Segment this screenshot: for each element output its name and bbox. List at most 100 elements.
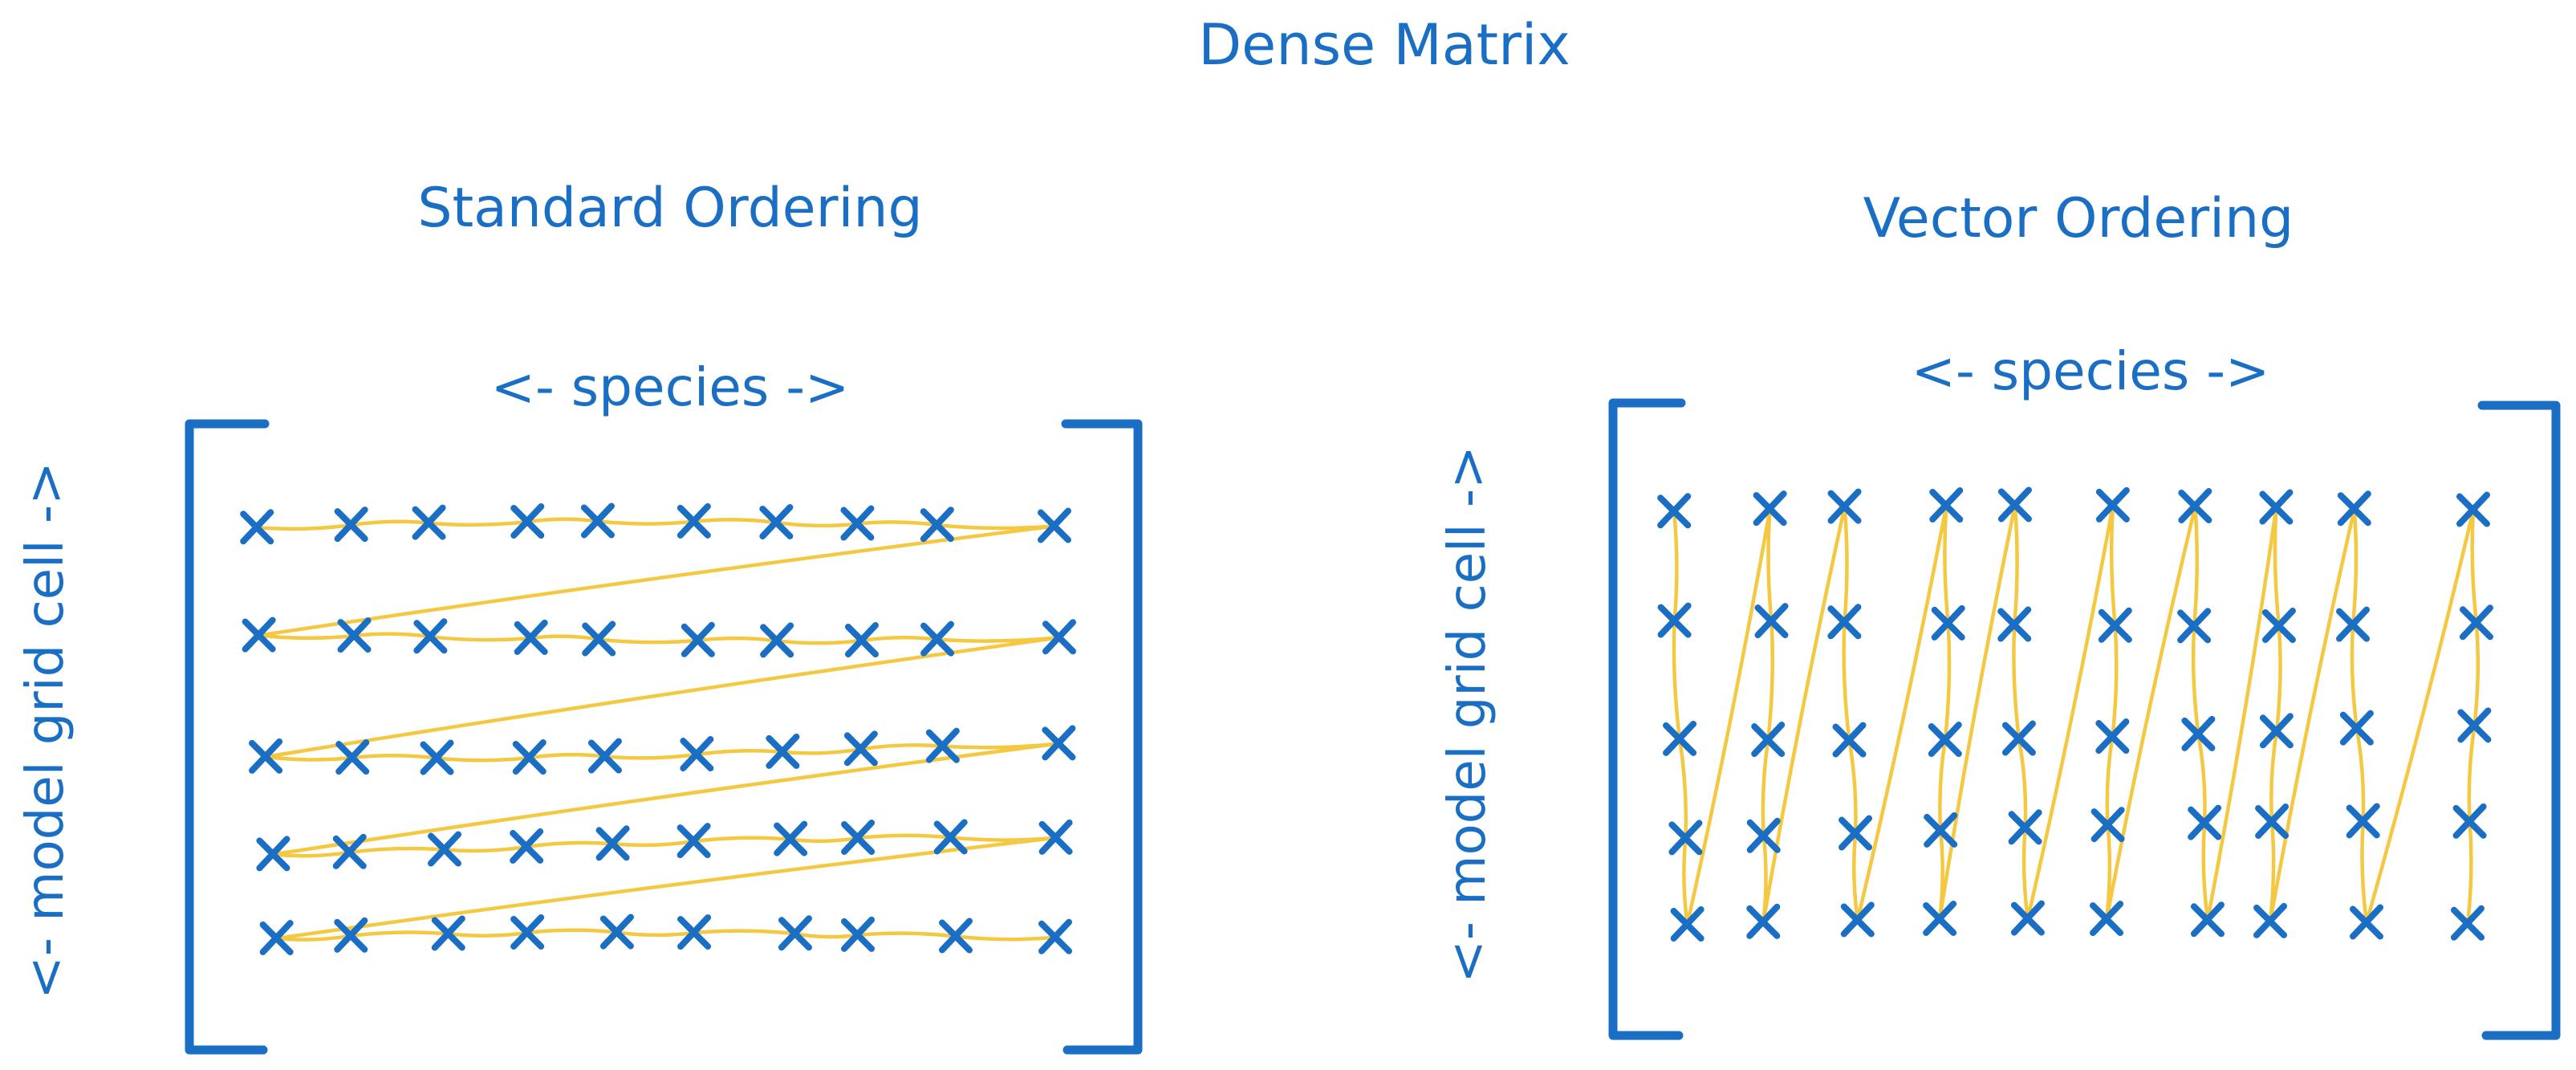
matrix-entry-x-mark	[2090, 807, 2125, 843]
matrix-entry-x-mark	[510, 503, 545, 539]
matrix-entry-x-mark	[2456, 491, 2490, 527]
vector-ordering-path	[1672, 503, 2481, 927]
matrix-entry-x-mark	[2259, 489, 2294, 525]
matrix-entry-x-mark	[1928, 722, 1962, 757]
matrix-entry-x-mark	[337, 617, 372, 653]
matrix-entry-x-mark	[1923, 901, 1957, 937]
matrix-entry-x-mark	[2178, 487, 2212, 523]
standard-ordering-path	[254, 517, 1062, 942]
matrix-entry-x-mark	[2177, 608, 2212, 644]
vector-ordering-panel: Vector Ordering <- species -> <- model g…	[1438, 187, 2561, 1040]
matrix-entry-x-mark	[1832, 722, 1867, 758]
vector-matrix-left-bracket	[1608, 398, 1686, 1040]
matrix-entry-x-mark	[2457, 707, 2492, 743]
matrix-entry-x-mark	[2181, 715, 2216, 751]
matrix-entry-x-mark	[677, 502, 711, 539]
matrix-entry-x-mark	[256, 836, 291, 872]
matrix-entry-x-mark	[2350, 904, 2383, 940]
matrix-entry-x-mark	[939, 917, 973, 954]
matrix-entry-x-mark	[841, 916, 876, 952]
matrix-entry-x-mark	[332, 833, 367, 869]
matrix-entry-x-mark	[514, 619, 548, 655]
matrix-entry-x-mark	[1657, 493, 1692, 529]
matrix-entry-x-mark	[334, 507, 368, 543]
matrix-entry-x-mark	[1997, 486, 2032, 523]
matrix-entry-x-mark	[2098, 607, 2132, 643]
vector-matrix-right-bracket	[2477, 401, 2561, 1040]
matrix-entry-x-mark	[920, 507, 954, 543]
matrix-entry-x-mark	[240, 509, 274, 545]
traversal-line	[1672, 503, 2481, 927]
matrix-entry-x-mark	[2336, 606, 2371, 642]
standard-species-axis-label: <- species ->	[491, 356, 850, 418]
matrix-entry-x-mark	[843, 730, 878, 767]
matrix-entry-x-mark	[512, 739, 546, 775]
matrix-entry-x-mark	[431, 915, 465, 951]
standard-ordering-heading: Standard Ordering	[417, 177, 922, 240]
matrix-entry-x-mark	[933, 819, 968, 855]
matrix-entry-x-mark	[1997, 606, 2032, 642]
matrix-entry-x-mark	[2188, 804, 2222, 840]
matrix-entry-x-mark	[2346, 803, 2380, 839]
matrix-entry-x-mark	[2190, 901, 2225, 938]
matrix-entry-x-mark	[925, 727, 960, 763]
matrix-entry-x-mark	[1663, 720, 1697, 756]
matrix-entry-x-mark	[1657, 602, 1692, 638]
matrix-entry-x-mark	[1751, 722, 1786, 758]
matrix-entry-x-mark	[841, 820, 876, 856]
matrix-entry-x-mark	[1839, 815, 1873, 851]
matrix-entry-x-mark	[1827, 488, 1862, 524]
vector-species-axis-label: <- species ->	[1912, 340, 2270, 402]
matrix-entry-x-mark	[1827, 604, 1862, 640]
matrix-entry-x-mark	[2090, 901, 2124, 937]
matrix-entry-x-mark	[413, 618, 448, 654]
matrix-entry-x-mark	[1924, 812, 1958, 848]
standard-matrix-left-bracket	[185, 419, 270, 1055]
matrix-entry-x-mark	[766, 733, 800, 769]
matrix-entry-x-mark	[2451, 905, 2485, 941]
diagram-title: Dense Matrix	[1198, 12, 1570, 78]
matrix-entry-x-mark	[580, 502, 615, 539]
matrix-entry-x-mark	[2253, 902, 2288, 938]
matrix-entry-x-mark	[2452, 803, 2487, 839]
matrix-entry-x-mark	[1753, 490, 1787, 527]
matrix-entry-x-mark	[774, 820, 808, 856]
matrix-entry-x-mark	[840, 505, 875, 541]
matrix-entry-x-mark	[759, 503, 794, 539]
matrix-entry-x-mark	[1038, 819, 1073, 855]
matrix-entry-x-mark	[1668, 820, 1703, 856]
matrix-entry-x-mark	[595, 825, 630, 861]
matrix-entry-x-mark	[1746, 817, 1781, 853]
matrix-entry-x-mark	[335, 739, 370, 775]
matrix-entry-x-mark	[1038, 918, 1073, 954]
matrix-entry-x-mark	[920, 620, 955, 657]
vector-matrix-entries	[1657, 486, 2493, 942]
matrix-entry-x-mark	[2008, 809, 2042, 845]
matrix-entry-x-mark	[587, 738, 622, 774]
matrix-entry-x-mark	[1931, 604, 1965, 641]
matrix-entry-x-mark	[677, 914, 712, 950]
matrix-entry-x-mark	[2339, 710, 2374, 746]
standard-grid-cell-axis-label: <- model grid cell ->	[16, 462, 75, 999]
matrix-entry-x-mark	[1042, 725, 1076, 761]
traversal-line	[254, 517, 1062, 942]
matrix-entry-x-mark	[681, 621, 715, 657]
standard-ordering-panel: Standard Ordering <- species -> <- model…	[16, 177, 1143, 1055]
matrix-entry-x-mark	[677, 823, 711, 859]
matrix-entry-x-mark	[1037, 507, 1071, 543]
matrix-entry-x-mark	[2259, 713, 2294, 749]
matrix-entry-x-mark	[2337, 490, 2371, 527]
matrix-entry-x-mark	[420, 739, 454, 775]
matrix-entry-x-mark	[2255, 804, 2290, 840]
matrix-entry-x-mark	[510, 828, 544, 864]
matrix-entry-x-mark	[510, 914, 545, 950]
matrix-entry-x-mark	[428, 831, 462, 867]
matrix-entry-x-mark	[1746, 903, 1781, 939]
matrix-entry-x-mark	[242, 616, 276, 653]
matrix-entry-x-mark	[1840, 901, 1875, 938]
standard-matrix-right-bracket	[1061, 419, 1143, 1055]
matrix-entry-x-mark	[2010, 900, 2045, 936]
matrix-entry-x-mark	[582, 620, 616, 657]
matrix-entry-x-mark	[844, 621, 879, 657]
